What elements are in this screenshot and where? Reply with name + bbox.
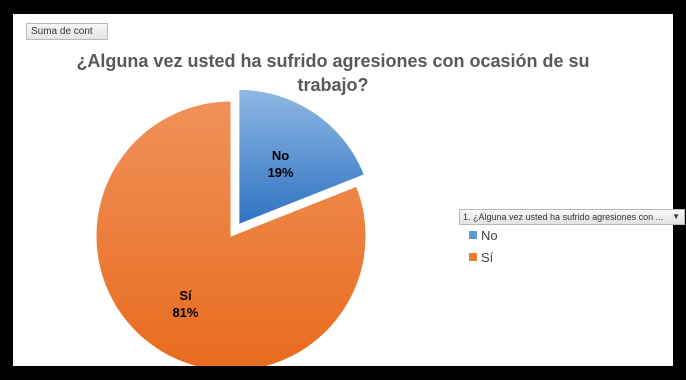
legend-swatch-no xyxy=(469,231,477,239)
chart-title-line-2: trabajo? xyxy=(297,75,369,95)
data-label-category-no: No xyxy=(272,148,289,163)
chart-title: ¿Alguna vez usted ha sufrido agresiones … xyxy=(53,49,613,97)
legend-swatch-si xyxy=(469,253,477,261)
chevron-down-icon: ▼ xyxy=(672,212,680,221)
legend-filter-dropdown[interactable]: 1. ¿Alguna vez usted ha sufrido agresion… xyxy=(459,209,685,225)
pivot-field-button[interactable]: Suma de cont xyxy=(26,23,108,40)
data-label-percent-no: 19% xyxy=(268,165,294,180)
data-label-category-si: Sí xyxy=(179,288,192,303)
legend-label-si: Sí xyxy=(481,250,494,265)
chart-frame: Suma de cont ¿Alguna vez usted ha sufrid… xyxy=(4,5,685,375)
chart-area: Suma de cont ¿Alguna vez usted ha sufrid… xyxy=(13,14,685,366)
pie-chart: No 19% Sí 81% xyxy=(95,88,367,366)
legend-label-no: No xyxy=(481,228,498,243)
data-label-percent-si: 81% xyxy=(172,305,198,320)
legend-filter-label: 1. ¿Alguna vez usted ha sufrido agresion… xyxy=(463,212,664,222)
pie-slice-si[interactable] xyxy=(95,100,367,366)
legend-item-no: No xyxy=(469,228,498,244)
legend-item-si: Sí xyxy=(469,250,493,266)
pie-slice-no[interactable] xyxy=(238,88,366,226)
chart-title-line-1: ¿Alguna vez usted ha sufrido agresiones … xyxy=(76,51,590,71)
